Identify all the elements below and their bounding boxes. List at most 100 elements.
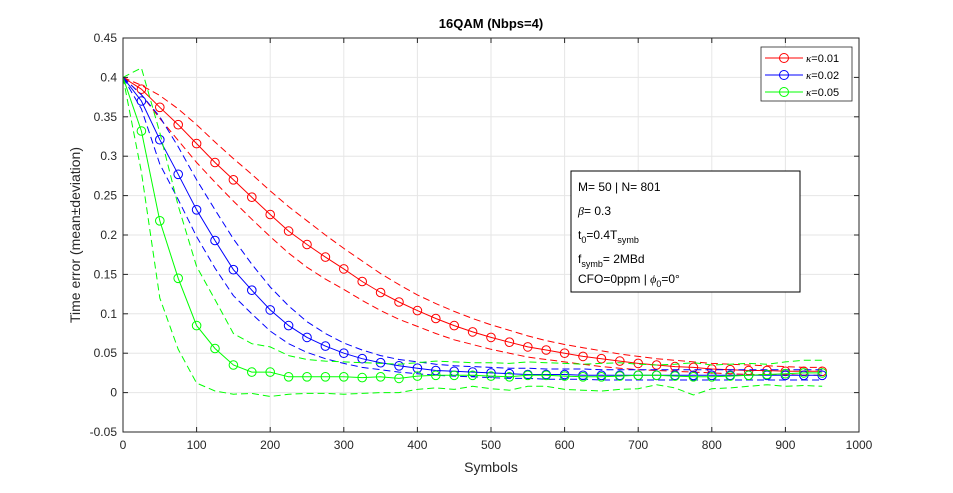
series-1-point xyxy=(688,362,699,373)
series-2-point xyxy=(412,363,423,374)
series-1-point xyxy=(339,264,349,274)
series-2-point xyxy=(283,320,294,331)
series-3-point xyxy=(265,367,276,377)
series-3-point xyxy=(596,372,607,382)
series-3-point xyxy=(670,371,680,381)
legend-marker-3 xyxy=(779,87,789,97)
series-2-point xyxy=(302,332,312,343)
series-3-point xyxy=(688,372,699,382)
series-3-point xyxy=(191,320,202,331)
legend-marker-2 xyxy=(779,70,789,80)
series-3-point xyxy=(210,343,220,354)
series-1-point xyxy=(725,364,736,375)
series-1-point xyxy=(523,342,533,352)
series-3-point xyxy=(578,372,588,382)
legend-marker-1 xyxy=(779,53,789,63)
series-2-point xyxy=(173,169,183,180)
series-3-point xyxy=(412,371,423,381)
series-1-point xyxy=(173,119,183,130)
series-1-point xyxy=(228,175,239,185)
series-3-point xyxy=(228,360,239,370)
y-tick-label: 0.15 xyxy=(94,267,118,281)
x-tick-label: 400 xyxy=(407,438,427,452)
series-1-point xyxy=(375,287,386,298)
series-1-point xyxy=(486,332,496,343)
series-3-point xyxy=(725,371,736,381)
series-3-point xyxy=(136,126,147,136)
series-3-point xyxy=(541,370,552,381)
series-2-point xyxy=(265,305,276,315)
y-tick-label: -0.05 xyxy=(90,425,118,439)
series-2-point xyxy=(228,264,239,275)
series-group xyxy=(122,67,828,398)
x-tick-label: 200 xyxy=(260,438,280,452)
series-2-point xyxy=(357,353,368,364)
series-2-point xyxy=(155,134,165,145)
annotation-box: M= 50 | N= 801 β= 0.3 t0=0.4Tsymb fsymb=… xyxy=(570,170,801,293)
series-1-point xyxy=(136,84,147,94)
series-1-point xyxy=(449,320,460,331)
series-2-mean-line xyxy=(122,77,823,376)
series-1-point xyxy=(412,305,423,316)
series-3-point xyxy=(467,370,478,381)
x-tick-label: 100 xyxy=(187,438,207,452)
y-tick-label: 0.2 xyxy=(100,228,117,242)
x-tick-label: 600 xyxy=(555,438,575,452)
series-2-point xyxy=(247,285,257,296)
series-3-point xyxy=(302,372,312,382)
series-2-point xyxy=(320,341,331,351)
series-1-upper-bound xyxy=(122,76,823,368)
series-1-point xyxy=(615,356,625,366)
x-tick-label: 0 xyxy=(120,438,127,452)
series-3-point xyxy=(780,368,791,379)
series-2-point xyxy=(817,370,828,381)
series-1-point xyxy=(210,157,220,168)
series-1-point xyxy=(578,351,588,362)
x-tick-label: 500 xyxy=(481,438,501,452)
series-1-point xyxy=(541,345,552,355)
annotation-line-2: β= 0.3 xyxy=(577,204,611,218)
series-3-point xyxy=(247,367,257,377)
series-1-point xyxy=(504,337,515,348)
series-1-point xyxy=(283,226,294,236)
y-tick-label: 0.45 xyxy=(94,31,118,45)
series-3-point xyxy=(523,370,533,381)
series-3 xyxy=(122,67,828,398)
series-1-mean-line xyxy=(122,76,823,372)
legend-entry-3: κ=0.05 xyxy=(806,87,839,99)
y-tick-label: 0 xyxy=(110,386,117,400)
series-1-lower-bound xyxy=(122,77,823,376)
chart-title: 16QAM (Nbps=4) xyxy=(439,16,543,31)
series-3-point xyxy=(486,371,496,381)
y-tick-label: 0.4 xyxy=(100,70,117,84)
x-axis-label: Symbols xyxy=(464,459,518,475)
series-3-mean-line xyxy=(122,77,823,379)
series-1-point xyxy=(394,297,404,307)
series-2-point xyxy=(191,205,202,215)
series-3-point xyxy=(431,370,441,381)
series-3-point xyxy=(799,368,809,378)
series-3-point xyxy=(504,372,515,382)
annotation-frame xyxy=(570,170,801,293)
series-3-point xyxy=(743,370,754,381)
series-3-point xyxy=(173,273,183,284)
series-1-point xyxy=(431,313,441,324)
series-3-upper-bound xyxy=(122,67,823,366)
y-tick-label: 0.35 xyxy=(94,110,118,124)
ticks: 0 100 200 300 400 500 600 700 800 900 1000-0.0500.… xyxy=(90,31,873,452)
y-tick-label: 0.25 xyxy=(94,189,118,203)
legend: κ=0.01 κ=0.02 κ=0.05 xyxy=(760,46,853,102)
series-3-point xyxy=(357,372,368,383)
y-tick-label: 0.1 xyxy=(100,307,117,321)
legend-entry-2: κ=0.02 xyxy=(806,70,839,82)
annotation-line-1: M= 50 | N= 801 xyxy=(578,180,661,194)
annotation-line-4: fsymb= 2MBd xyxy=(578,252,645,269)
series-1-point xyxy=(247,192,257,202)
series-2-point xyxy=(504,368,515,379)
y-tick-label: 0.3 xyxy=(100,149,117,163)
series-1-point xyxy=(467,327,478,337)
series-1-point xyxy=(265,209,276,220)
y-tick-label: 0.05 xyxy=(94,346,118,360)
series-2-point xyxy=(799,370,809,381)
